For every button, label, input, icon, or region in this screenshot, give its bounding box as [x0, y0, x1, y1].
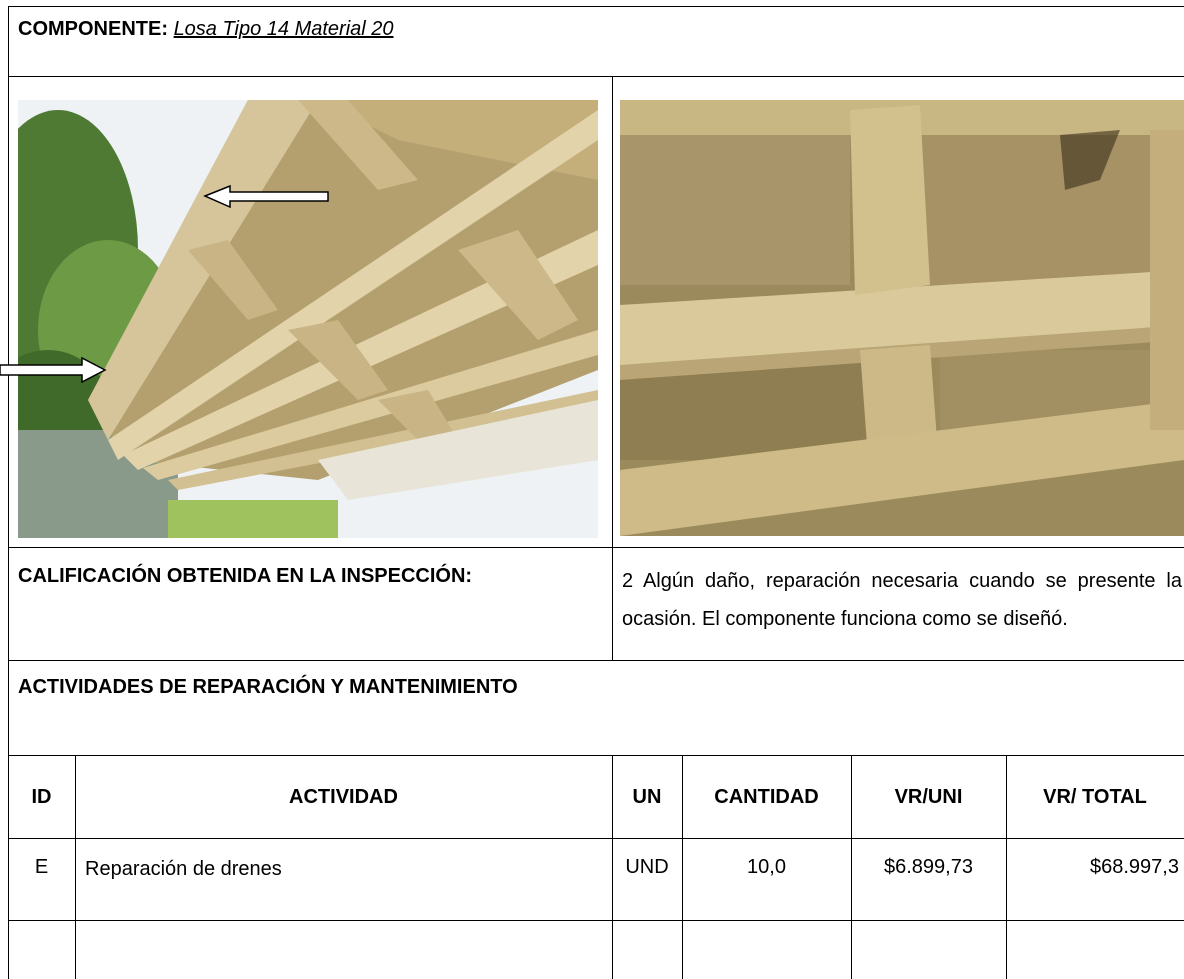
column-header: CANTIDAD	[714, 786, 819, 808]
cell: 10,0	[747, 856, 786, 878]
photo-left	[18, 100, 598, 538]
rule	[8, 6, 1184, 7]
component-line: COMPONENTE: Losa Tipo 14 Material 20	[18, 18, 394, 41]
rule	[8, 76, 1184, 77]
rule	[8, 6, 9, 979]
rating-text: 2 Algún daño, reparación necesaria cuand…	[622, 570, 1182, 630]
column-header: VR/UNI	[894, 786, 963, 808]
section-title: ACTIVIDADES DE REPARACIÓN Y MANTENIMIENT…	[18, 676, 518, 698]
cell: $6.899,73	[884, 856, 973, 878]
rule	[8, 660, 1184, 661]
component-label: COMPONENTE:	[18, 18, 168, 40]
rule	[75, 755, 76, 979]
cell: Reparación de drenes	[85, 858, 282, 880]
rating-label: CALIFICACIÓN OBTENIDA EN LA INSPECCIÓN:	[18, 565, 473, 587]
rule	[851, 755, 852, 979]
column-header: UN	[632, 786, 662, 808]
component-value: Losa Tipo 14 Material 20	[173, 18, 394, 40]
rule	[8, 755, 1184, 756]
rule	[1006, 755, 1007, 979]
rule	[8, 920, 1184, 921]
column-header: ACTIVIDAD	[289, 786, 398, 808]
column-header: VR/ TOTAL	[1043, 786, 1147, 808]
cell: UND	[625, 856, 669, 878]
cell: E	[34, 856, 49, 878]
rule	[682, 755, 683, 979]
photo-right	[620, 100, 1184, 536]
rule	[8, 547, 1184, 548]
cell: $68.997,3	[1090, 856, 1179, 878]
column-header: ID	[31, 786, 52, 808]
rule	[612, 76, 613, 660]
arrow	[0, 356, 107, 384]
rule	[612, 755, 613, 979]
rule	[8, 838, 1184, 839]
